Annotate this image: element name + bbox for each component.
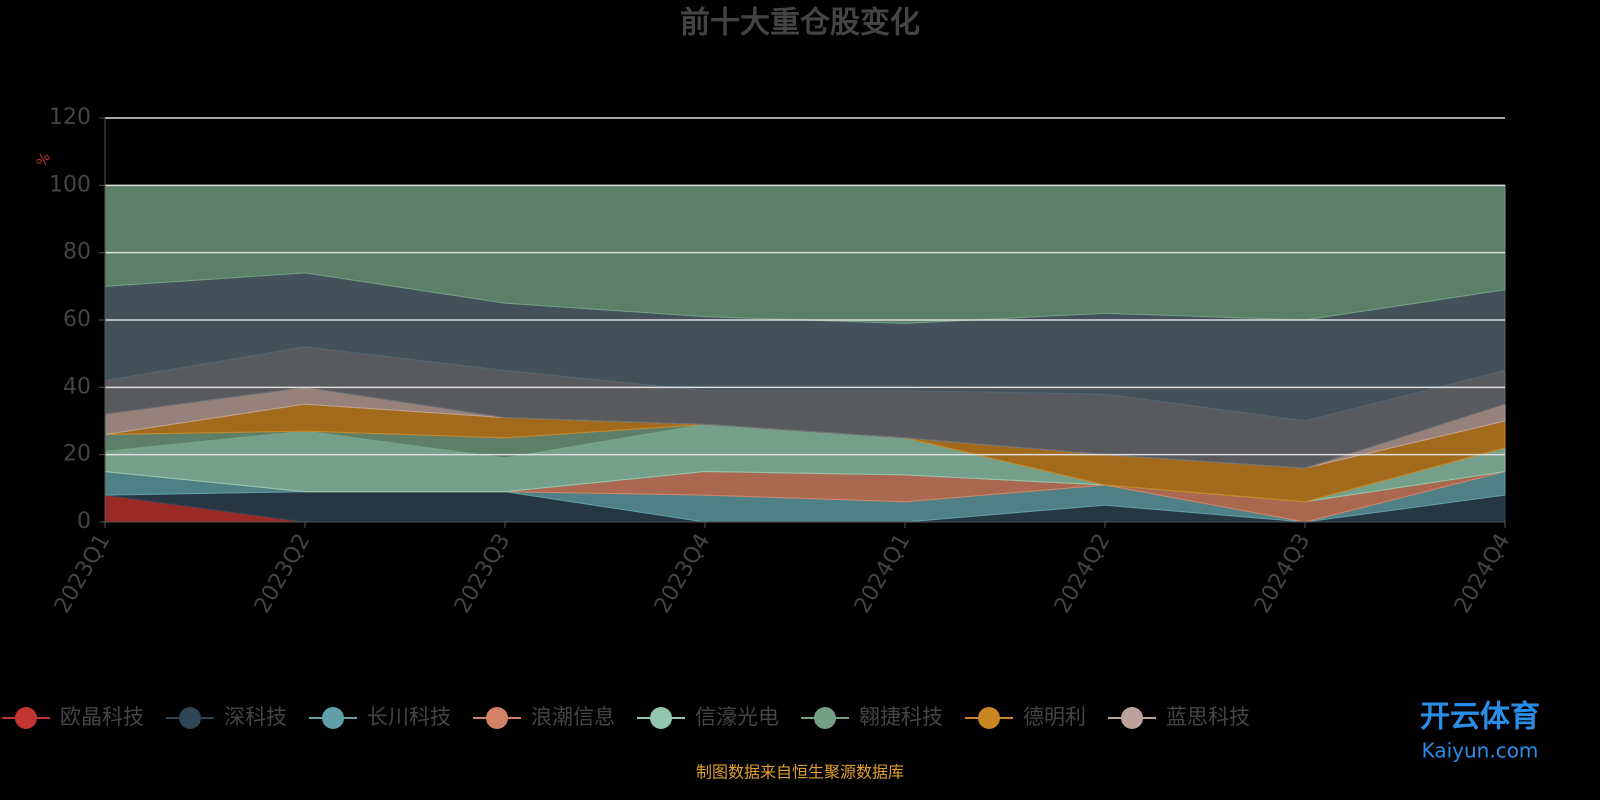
y-tick-label: 20	[63, 442, 91, 467]
y-tick-label: 80	[63, 240, 91, 265]
legend-item: 信濠光电	[637, 705, 779, 729]
watermark: 开云体育	[1420, 700, 1540, 735]
legend-marker	[179, 707, 201, 729]
legend-label: 德明利	[1023, 705, 1086, 729]
legend-item: 长川科技	[309, 705, 451, 729]
legend-marker	[486, 707, 508, 729]
y-tick-label: 60	[63, 307, 91, 332]
y-tick-label: 100	[49, 172, 91, 197]
legend-label: 翱捷科技	[859, 705, 943, 729]
legend-label: 信濠光电	[695, 705, 779, 729]
y-tick-label: 120	[49, 105, 91, 130]
legend-marker	[1121, 707, 1143, 729]
legend-marker	[814, 707, 836, 729]
legend-marker	[650, 707, 672, 729]
x-tick-label: 2024Q3	[1250, 530, 1315, 618]
legend-label: 蓝思科技	[1166, 705, 1250, 729]
y-tick-label: 0	[77, 509, 91, 534]
legend-label: 浪潮信息	[531, 705, 615, 729]
plot-area: 0 20 40 60 80 100 120 2023Q1 2023Q2 2023Q3 2023Q4 2…	[49, 105, 1515, 618]
legend-item: 欧晶科技	[2, 705, 144, 729]
legend-item: 蓝思科技	[1108, 705, 1250, 729]
x-tick-label: 2024Q2	[1050, 530, 1115, 618]
legend-marker	[322, 707, 344, 729]
legend-label: 长川科技	[367, 705, 451, 729]
legend-item: 深科技	[166, 705, 287, 729]
legend-marker	[978, 707, 1000, 729]
legend-label: 欧晶科技	[60, 705, 144, 729]
x-tick-label: 2023Q1	[50, 530, 115, 618]
y-tick-label: 40	[63, 374, 91, 399]
x-tick-label: 2023Q2	[250, 530, 315, 618]
y-axis-label: %	[34, 150, 55, 170]
legend-marker	[15, 707, 37, 729]
x-tick-label: 2024Q1	[850, 530, 915, 618]
x-tick-label: 2024Q4	[1450, 530, 1515, 618]
legend-item: 翱捷科技	[801, 705, 943, 729]
watermark-sub: Kaiyun.com	[1422, 739, 1539, 763]
x-tick-label: 2023Q3	[450, 530, 515, 618]
legend-item: 浪潮信息	[473, 705, 615, 729]
legend-item: 德明利	[965, 705, 1086, 729]
footer: 制图数据来自恒生聚源数据库	[696, 763, 904, 782]
chart-title: 前十大重仓股变化	[680, 6, 920, 41]
x-tick-label: 2023Q4	[650, 530, 715, 618]
legend-label: 深科技	[224, 705, 287, 729]
